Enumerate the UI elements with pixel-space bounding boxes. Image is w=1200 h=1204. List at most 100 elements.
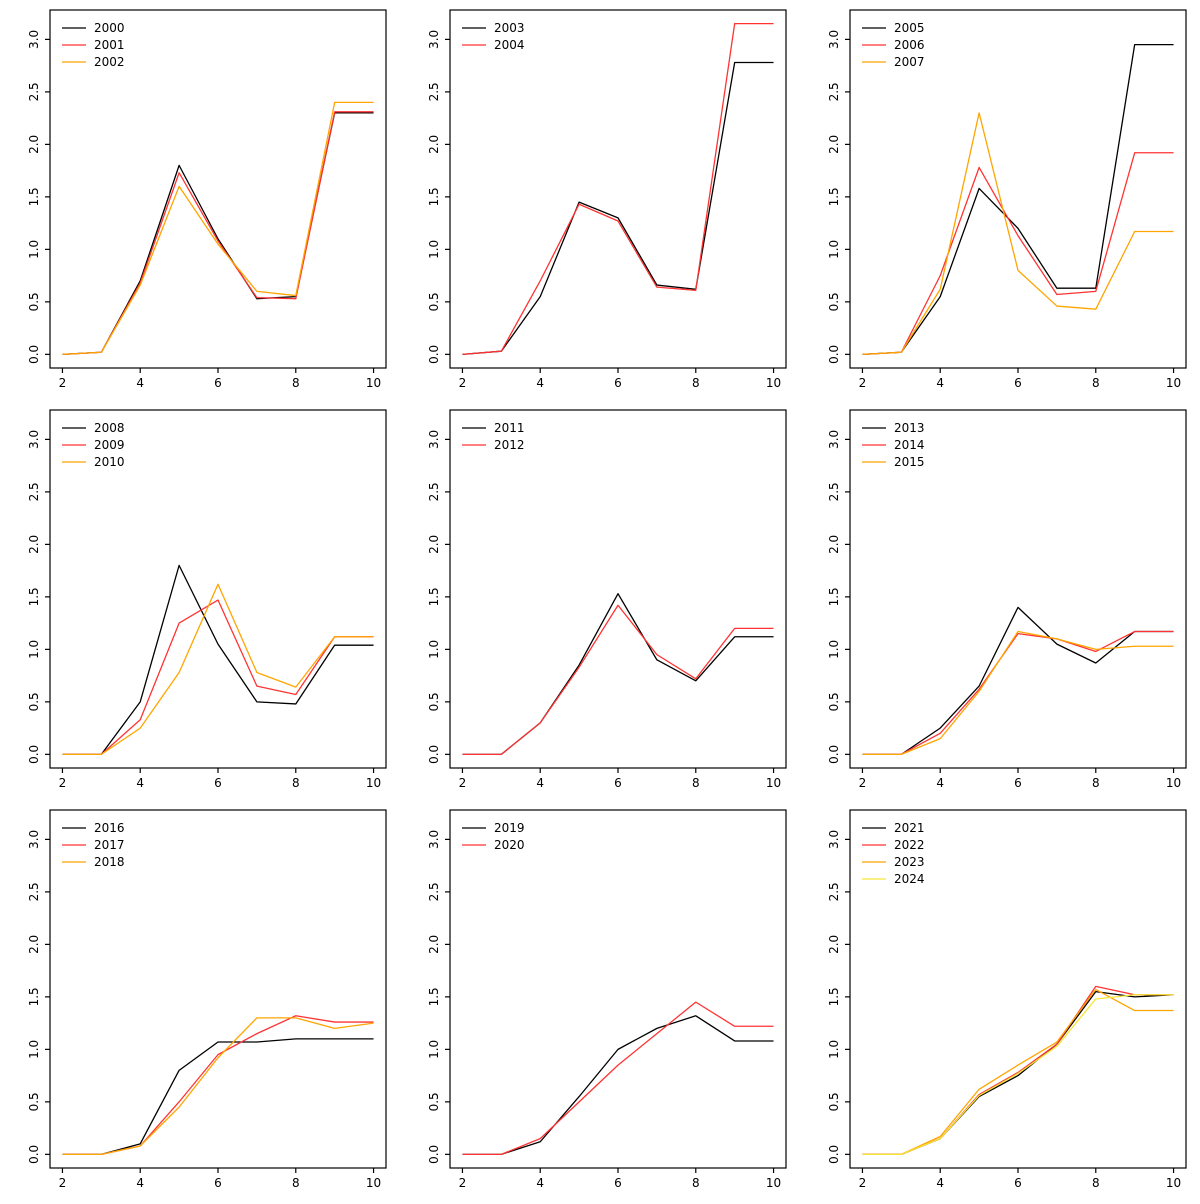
y-tick-label: 1.5 [427,987,441,1006]
y-tick-label: 3.0 [27,430,41,449]
line-chart-2003-2004: 2 4 6 8 10 0.0 0.5 1.0 1.5 2.0 2.5 3.0 2003 2004 [427,9,787,390]
legend-label-2022: 2022 [894,838,925,852]
series-line-2003 [462,61,774,355]
x-tick-label: 10 [766,1176,781,1190]
line-chart-2000-2002: 2 4 6 8 10 0.0 0.5 1.0 1.5 2.0 2.5 3.0 2000 2001 2002 [27,9,387,390]
y-tick-label: 0.0 [427,345,441,364]
y-tick-label: 1.0 [27,640,41,659]
legend-label-2017: 2017 [94,838,125,852]
y-tick-label: 1.5 [827,187,841,206]
line-chart-2021-2024: 2 4 6 8 10 0.0 0.5 1.0 1.5 2.0 2.5 3.0 2021 2022 2023 2… [827,809,1187,1190]
y-tick-label: 2.5 [27,82,41,101]
x-tick-label: 8 [692,376,700,390]
chart-panel-2: 2 4 6 8 10 0.0 0.5 1.0 1.5 2.0 2.5 3.0 2003 2004 [400,0,800,400]
x-tick-label: 4 [136,776,144,790]
x-tick-label: 10 [766,376,781,390]
line-chart-2016-2018: 2 4 6 8 10 0.0 0.5 1.0 1.5 2.0 2.5 3.0 2016 2017 2018 [27,809,387,1190]
x-tick-label: 2 [59,776,67,790]
y-tick-label: 2.0 [827,935,841,954]
chart-panel-3: 2 4 6 8 10 0.0 0.5 1.0 1.5 2.0 2.5 3.0 2005 2006 2007 [800,0,1200,400]
y-tick-label: 0.5 [27,692,41,711]
y-tick-label: 2.0 [427,135,441,154]
y-tick-label: 0.0 [27,345,41,364]
legend-label-2003: 2003 [494,21,525,35]
y-tick-label: 2.5 [827,882,841,901]
y-tick-label: 0.5 [27,292,41,311]
x-tick-label: 6 [614,376,622,390]
y-tick-label: 0.0 [827,1145,841,1164]
series-line-2015 [862,630,1174,756]
x-tick-label: 8 [292,376,300,390]
x-tick-label: 6 [1014,1176,1022,1190]
x-tick-label: 10 [366,1176,381,1190]
y-tick-label: 1.5 [27,187,41,206]
legend-label-2023: 2023 [894,855,925,869]
x-tick-label: 2 [459,376,467,390]
y-tick-label: 1.0 [427,240,441,259]
x-tick-label: 4 [936,1176,944,1190]
x-tick-label: 2 [459,776,467,790]
x-tick-label: 6 [614,1176,622,1190]
series-line-2018 [62,1017,374,1156]
y-tick-label: 0.5 [827,292,841,311]
x-tick-label: 6 [214,776,222,790]
legend-label-2007: 2007 [894,55,925,69]
y-tick-label: 0.5 [427,692,441,711]
series-line-2024 [862,994,1174,1156]
series-line-2020 [462,1001,774,1156]
x-tick-label: 10 [1166,776,1181,790]
y-tick-label: 1.0 [827,1040,841,1059]
x-tick-label: 4 [536,776,544,790]
y-tick-label: 3.0 [827,30,841,49]
series-line-2010 [62,583,374,756]
series-line-2013 [862,606,1174,756]
series-line-2012 [462,604,774,756]
y-tick-label: 0.0 [427,1145,441,1164]
x-tick-label: 2 [859,1176,867,1190]
legend-label-2018: 2018 [94,855,125,869]
y-tick-label: 2.0 [427,535,441,554]
x-tick-label: 10 [366,776,381,790]
y-tick-label: 1.5 [827,587,841,606]
y-tick-label: 2.0 [827,135,841,154]
x-tick-label: 8 [292,1176,300,1190]
legend-label-2008: 2008 [94,421,125,435]
y-tick-label: 0.5 [827,692,841,711]
y-tick-label: 0.0 [27,1145,41,1164]
line-chart-2005-2007: 2 4 6 8 10 0.0 0.5 1.0 1.5 2.0 2.5 3.0 2005 2006 2007 [827,9,1187,390]
line-chart-2008-2010: 2 4 6 8 10 0.0 0.5 1.0 1.5 2.0 2.5 3.0 2008 2009 2010 [27,409,387,790]
plot-box [449,9,787,369]
legend-label-2015: 2015 [894,455,925,469]
series-line-2002 [62,101,374,356]
y-tick-label: 2.0 [427,935,441,954]
x-tick-label: 6 [214,1176,222,1190]
x-tick-label: 8 [1092,776,1100,790]
series-line-2017 [62,1015,374,1156]
x-tick-label: 8 [692,776,700,790]
x-tick-label: 6 [214,376,222,390]
legend-label-2001: 2001 [94,38,125,52]
series-line-2019 [462,1015,774,1156]
x-tick-label: 2 [59,1176,67,1190]
y-tick-label: 3.0 [427,30,441,49]
legend-label-2013: 2013 [894,421,925,435]
legend-label-2012: 2012 [494,438,525,452]
y-tick-label: 1.5 [427,587,441,606]
chart-panel-5: 2 4 6 8 10 0.0 0.5 1.0 1.5 2.0 2.5 3.0 2011 2012 [400,400,800,800]
y-tick-label: 2.5 [427,882,441,901]
y-tick-label: 0.5 [427,1092,441,1111]
x-tick-label: 2 [859,376,867,390]
y-tick-label: 1.0 [427,640,441,659]
y-tick-label: 0.0 [827,345,841,364]
legend-label-2004: 2004 [494,38,525,52]
chart-panel-7: 2 4 6 8 10 0.0 0.5 1.0 1.5 2.0 2.5 3.0 2016 2017 2018 [0,800,400,1200]
series-line-2006 [862,152,1174,356]
chart-panel-1: 2 4 6 8 10 0.0 0.5 1.0 1.5 2.0 2.5 3.0 2000 2001 2002 [0,0,400,400]
series-line-2007 [862,112,1174,356]
series-line-2005 [862,43,1174,356]
y-tick-label: 1.0 [827,240,841,259]
legend-label-2009: 2009 [94,438,125,452]
x-tick-label: 8 [1092,376,1100,390]
y-tick-label: 2.0 [27,535,41,554]
x-tick-label: 8 [692,1176,700,1190]
